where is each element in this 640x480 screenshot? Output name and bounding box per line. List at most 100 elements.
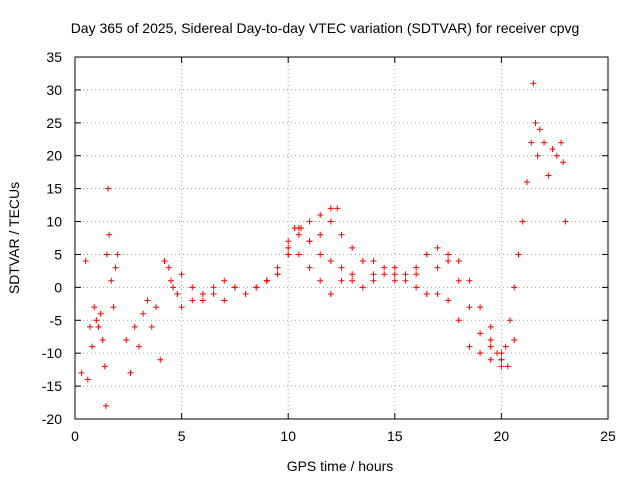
data-point bbox=[114, 251, 121, 258]
data-point bbox=[274, 264, 281, 271]
data-point bbox=[285, 251, 292, 258]
data-point bbox=[131, 323, 138, 330]
series-sat-c bbox=[167, 205, 341, 297]
data-point bbox=[553, 152, 560, 159]
data-point bbox=[338, 277, 345, 284]
data-point bbox=[487, 356, 494, 363]
data-point bbox=[498, 363, 505, 370]
data-point bbox=[102, 402, 109, 409]
data-point bbox=[253, 284, 260, 291]
data-point bbox=[84, 376, 91, 383]
data-point bbox=[327, 205, 334, 212]
data-point bbox=[541, 139, 548, 146]
data-point bbox=[327, 218, 334, 225]
data-point bbox=[317, 211, 324, 218]
data-point bbox=[370, 258, 377, 265]
data-point bbox=[178, 271, 185, 278]
data-point bbox=[157, 356, 164, 363]
data-point bbox=[161, 258, 168, 265]
data-point bbox=[112, 264, 119, 271]
data-point bbox=[455, 277, 462, 284]
series-sat-f bbox=[263, 231, 505, 370]
data-point bbox=[221, 297, 228, 304]
data-point bbox=[413, 264, 420, 271]
data-point bbox=[445, 297, 452, 304]
data-point bbox=[338, 231, 345, 238]
data-point bbox=[295, 231, 302, 238]
data-point bbox=[536, 126, 543, 133]
data-point bbox=[86, 323, 93, 330]
data-point bbox=[477, 350, 484, 357]
y-tick-label: 10 bbox=[46, 214, 62, 230]
data-point bbox=[334, 205, 341, 212]
x-tick-label: 25 bbox=[600, 428, 616, 444]
plot-frame bbox=[74, 56, 609, 420]
data-point bbox=[97, 310, 104, 317]
data-point bbox=[391, 277, 398, 284]
data-point bbox=[434, 264, 441, 271]
data-point bbox=[103, 251, 110, 258]
y-tick-label: 30 bbox=[46, 82, 62, 98]
data-point bbox=[511, 337, 518, 344]
data-point bbox=[487, 337, 494, 344]
data-point bbox=[135, 343, 142, 350]
data-point bbox=[78, 369, 85, 376]
y-tick-label: -20 bbox=[42, 411, 62, 427]
data-point bbox=[178, 304, 185, 311]
data-point bbox=[93, 317, 100, 324]
data-point bbox=[455, 317, 462, 324]
y-axis-label: SDTVAR / TECUs bbox=[6, 182, 22, 294]
data-point bbox=[82, 258, 89, 265]
data-point bbox=[123, 337, 130, 344]
data-point bbox=[562, 218, 569, 225]
data-point bbox=[199, 297, 206, 304]
data-point bbox=[101, 363, 108, 370]
data-point bbox=[231, 284, 238, 291]
data-point bbox=[466, 304, 473, 311]
y-tick-label: 20 bbox=[46, 148, 62, 164]
data-point bbox=[165, 264, 172, 271]
data-point bbox=[306, 264, 313, 271]
data-point bbox=[558, 139, 565, 146]
data-point bbox=[359, 258, 366, 265]
series-sat-g bbox=[487, 80, 569, 363]
y-tick-label: -10 bbox=[42, 345, 62, 361]
data-point bbox=[423, 290, 430, 297]
axis-ticks: 0 5 10 15 20 25 -20 -15 -10 -5 0 5 10 15 20 25 30 35 bbox=[42, 49, 616, 444]
data-point bbox=[549, 146, 556, 153]
data-point bbox=[295, 251, 302, 258]
data-point bbox=[466, 343, 473, 350]
data-point bbox=[153, 304, 160, 311]
y-tick-label: 35 bbox=[46, 49, 62, 65]
data-point bbox=[285, 244, 292, 251]
data-point bbox=[110, 304, 117, 311]
data-point bbox=[349, 244, 356, 251]
data-point bbox=[560, 159, 567, 166]
series-sat-d bbox=[174, 218, 505, 363]
data-point bbox=[327, 290, 334, 297]
grid bbox=[75, 57, 608, 419]
data-point bbox=[498, 356, 505, 363]
data-point bbox=[466, 277, 473, 284]
data-point bbox=[511, 284, 518, 291]
data-point bbox=[477, 304, 484, 311]
data-point bbox=[502, 343, 509, 350]
data-point bbox=[445, 251, 452, 258]
data-point bbox=[532, 119, 539, 126]
y-tick-label: 5 bbox=[54, 246, 62, 262]
data-point bbox=[189, 284, 196, 291]
x-tick-label: 20 bbox=[494, 428, 510, 444]
data-point bbox=[167, 277, 174, 284]
data-point bbox=[317, 251, 324, 258]
data-point bbox=[338, 264, 345, 271]
data-point bbox=[263, 277, 270, 284]
data-point bbox=[221, 277, 228, 284]
x-tick-label: 10 bbox=[280, 428, 296, 444]
data-point bbox=[445, 258, 452, 265]
data-point bbox=[423, 251, 430, 258]
data-point bbox=[487, 323, 494, 330]
y-tick-label: -5 bbox=[50, 312, 63, 328]
data-point bbox=[434, 244, 441, 251]
y-tick-label: 0 bbox=[54, 279, 62, 295]
